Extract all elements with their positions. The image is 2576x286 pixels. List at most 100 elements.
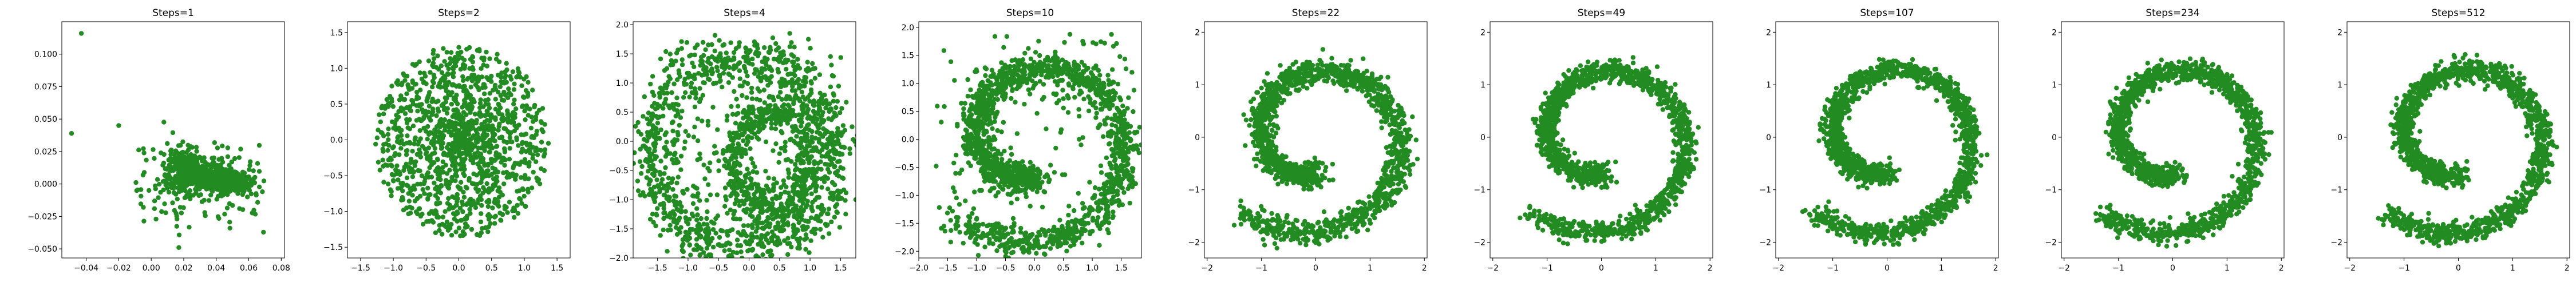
data-point xyxy=(461,157,466,163)
data-point xyxy=(694,217,700,223)
data-point xyxy=(656,185,662,190)
data-point xyxy=(701,53,706,58)
data-point xyxy=(789,124,795,129)
data-point xyxy=(159,150,164,156)
data-point xyxy=(464,95,469,100)
data-point xyxy=(756,214,761,219)
data-point xyxy=(664,196,669,201)
data-point xyxy=(485,97,491,102)
data-point xyxy=(504,205,509,210)
data-point xyxy=(434,156,440,162)
data-point xyxy=(766,176,771,181)
x-tick-label: 0.02 xyxy=(175,264,192,273)
axes-frame xyxy=(633,21,856,259)
data-point xyxy=(184,150,189,155)
data-point xyxy=(1107,141,1112,147)
data-point xyxy=(756,51,761,56)
data-point xyxy=(173,192,179,197)
data-point xyxy=(183,180,188,185)
data-point xyxy=(1055,82,1060,88)
data-point xyxy=(819,154,825,159)
data-point xyxy=(735,104,741,109)
data-point xyxy=(451,141,456,147)
data-point xyxy=(472,151,477,156)
data-point xyxy=(811,145,816,150)
data-point xyxy=(765,83,771,88)
data-point xyxy=(450,82,455,87)
data-point xyxy=(706,225,711,231)
data-point xyxy=(502,146,507,152)
data-point xyxy=(240,192,245,197)
data-point xyxy=(748,146,753,152)
data-point xyxy=(501,181,507,186)
data-point xyxy=(515,73,520,79)
data-point xyxy=(485,204,491,209)
data-point xyxy=(682,139,688,145)
data-point xyxy=(714,192,720,197)
data-point xyxy=(415,109,420,114)
data-point xyxy=(637,159,643,164)
data-point xyxy=(516,143,521,148)
data-point xyxy=(450,58,455,64)
data-point xyxy=(236,155,242,160)
data-point xyxy=(437,228,442,233)
x-tick-label: −1.5 xyxy=(648,264,667,273)
data-point xyxy=(773,193,779,199)
data-point xyxy=(679,46,685,51)
data-point xyxy=(409,98,414,103)
data-point xyxy=(214,174,219,180)
data-point xyxy=(812,161,817,166)
data-point xyxy=(817,72,823,77)
data-point xyxy=(512,214,517,220)
data-point xyxy=(777,194,783,200)
data-point xyxy=(655,105,660,110)
data-point xyxy=(461,189,466,194)
data-point xyxy=(185,175,191,180)
data-point xyxy=(474,118,479,123)
data-point xyxy=(430,51,436,56)
data-point xyxy=(507,200,512,205)
data-point xyxy=(1111,209,1116,214)
data-point xyxy=(690,193,696,198)
data-point xyxy=(700,62,706,68)
data-point xyxy=(658,202,663,207)
data-point xyxy=(685,186,690,192)
data-point xyxy=(441,46,446,51)
data-point xyxy=(475,161,480,166)
data-point xyxy=(459,138,464,144)
data-point xyxy=(667,105,673,110)
data-point xyxy=(821,179,827,184)
data-point xyxy=(775,243,780,248)
data-point xyxy=(434,201,439,206)
data-point xyxy=(777,80,783,85)
data-point xyxy=(404,152,409,157)
data-point xyxy=(492,200,498,205)
data-point xyxy=(807,143,812,149)
axes-frame xyxy=(61,21,285,259)
data-point xyxy=(395,135,400,140)
data-point xyxy=(809,204,814,209)
data-point xyxy=(808,46,813,51)
data-point xyxy=(440,122,445,128)
data-point xyxy=(800,201,806,206)
data-point xyxy=(789,40,794,45)
data-point xyxy=(829,180,835,185)
data-point xyxy=(398,181,404,186)
data-point xyxy=(796,77,801,82)
data-point xyxy=(627,149,632,154)
data-point xyxy=(666,176,671,181)
data-point xyxy=(633,124,638,129)
data-point xyxy=(649,129,654,134)
data-point xyxy=(177,180,183,185)
data-point xyxy=(404,73,410,79)
x-tick-label: −1.5 xyxy=(351,264,370,273)
data-point xyxy=(456,112,462,117)
data-point xyxy=(516,69,521,74)
data-point xyxy=(838,165,843,170)
data-point xyxy=(173,210,179,216)
data-point xyxy=(788,96,793,102)
data-point xyxy=(461,78,466,83)
data-point xyxy=(710,244,716,250)
data-point xyxy=(804,171,809,176)
data-point xyxy=(446,185,452,191)
